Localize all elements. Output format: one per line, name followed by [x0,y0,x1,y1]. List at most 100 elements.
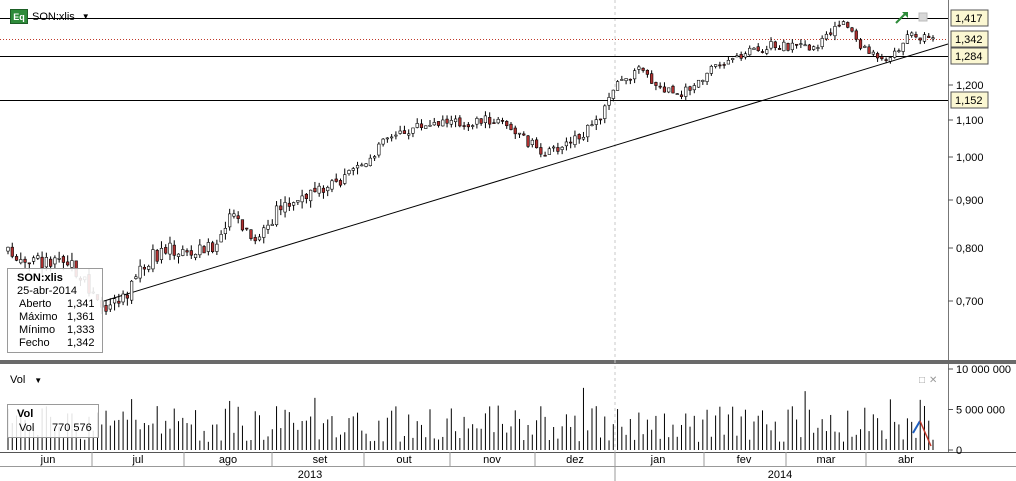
candle [526,134,530,148]
pane-separator[interactable] [0,360,1016,364]
candle [552,145,556,152]
candle [57,251,61,263]
candle [343,168,347,186]
chart-header[interactable]: Eq SON:xlis ▼ [10,9,90,24]
candle [705,72,709,86]
candle [701,79,705,85]
chevron-down-icon[interactable]: ▼ [81,12,90,21]
candle-body [607,97,611,106]
candle-body [820,38,824,47]
candle-body [560,146,564,150]
candle-body [637,66,641,70]
candle-body [863,45,867,48]
equity-badge: Eq [10,9,28,24]
candle [645,69,650,78]
candle-body [522,133,526,136]
candle [219,230,223,243]
candle-body [407,133,411,136]
month-label: dez [566,454,584,466]
volume-header[interactable]: Vol ▼ [10,374,42,386]
candle [424,125,428,129]
candle [871,49,875,57]
candle-body [287,202,291,207]
candle [496,116,500,125]
candle [675,93,679,95]
candle [211,240,215,254]
candle [19,252,23,265]
candle-body [368,157,372,166]
level-marker-box [950,30,989,48]
candle [334,173,338,183]
volume-chevron-down-icon[interactable]: ▼ [34,375,43,385]
candle-body [564,141,569,147]
level-marker-label: 1,417 [955,13,983,25]
symbol-label[interactable]: SON:xlis [32,10,75,23]
candle [181,245,185,257]
candle [560,146,564,155]
candle [61,254,66,271]
volume-tick-label: 0 [956,445,962,457]
candle-body [176,253,181,257]
candle-body [675,93,679,95]
candle [398,125,402,135]
candle [820,35,824,50]
candle [863,44,867,49]
candle-body [701,80,705,82]
candles-group [6,20,935,315]
candle [735,52,739,58]
candle-body [279,205,283,211]
candle [505,120,509,129]
close-pane-icon[interactable]: ✕ [929,375,938,386]
candle [112,294,117,311]
level-marker: 1,284 [950,47,989,65]
candle-body [70,260,74,268]
candle-body [364,163,368,167]
candle-body [104,305,108,312]
candle-body [471,125,475,127]
vol-box-title: Vol [17,408,34,420]
candle [662,82,667,93]
candle-body [453,118,458,123]
candle [777,45,782,50]
candle [692,83,696,94]
candle [441,115,445,127]
candle [624,78,628,85]
candle [321,185,326,199]
candle-body [654,82,658,86]
candle-body [539,147,543,155]
candle-body [726,60,730,65]
candle [850,26,854,33]
candle-body [667,87,671,93]
tool-square-icon[interactable] [918,12,928,22]
candle-body [236,215,240,219]
candle-body [270,223,274,226]
candle-body [615,81,620,91]
price-tick-label: 0,700 [956,296,984,308]
candle [483,111,488,129]
candle-body [679,94,684,97]
pane-controls: □ ✕ [919,375,937,386]
candle-body [760,51,765,53]
candle [274,201,279,227]
candle-body [215,243,219,252]
candle [198,239,202,258]
candle [377,142,381,158]
candle [296,200,300,205]
maximize-pane-icon[interactable]: □ [919,375,926,386]
candle-body [500,120,505,122]
candle [790,39,794,53]
candle-body [121,293,125,303]
candle [108,298,112,312]
candle [159,241,164,264]
candle-body [684,86,688,97]
trend-line[interactable] [103,43,949,302]
candle [513,125,517,139]
candle [628,78,632,85]
candle-body [624,78,628,82]
draw-line-tool-icon[interactable] [895,12,908,24]
candle-body [807,44,811,51]
candle-body [181,249,185,256]
candle [317,182,321,197]
level-marker-label: 1,342 [955,34,983,46]
